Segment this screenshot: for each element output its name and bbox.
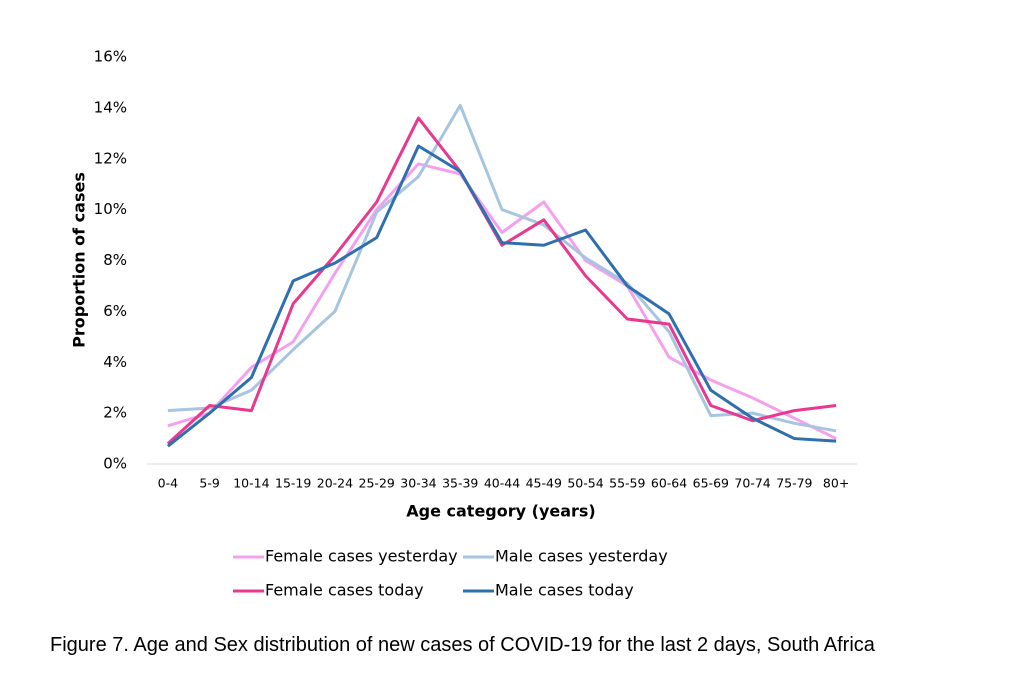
x-tick-label: 40-44 [484,476,520,491]
y-tick-label: 6% [103,302,127,320]
x-tick-label: 20-24 [317,476,353,491]
chart: Proportion of cases Age category (years)… [70,48,857,600]
x-tick-label: 50-54 [567,476,603,491]
y-axis-label: Proportion of cases [70,172,89,348]
caption: Figure 7. Age and Sex distribution of ne… [50,634,875,656]
x-tick-label: 35-39 [442,476,478,491]
x-tick-label: 60-64 [651,476,687,491]
series-line [167,103,837,433]
x-axis-label: Age category (years) [406,502,596,521]
series-line [166,144,837,448]
y-tick-label: 10% [94,200,127,218]
x-tick-label: 10-14 [233,476,269,491]
legend-label: Female cases yesterday [265,547,458,566]
legend-label: Male cases yesterday [495,547,668,566]
y-tick-label: 4% [103,353,127,371]
x-tick-label: 25-29 [359,476,395,491]
legend-label: Male cases today [495,581,634,600]
x-tick-label: 80+ [823,476,849,491]
x-tick-label: 70-74 [734,476,770,491]
series-line [166,116,837,445]
x-tick-label: 15-19 [275,476,311,491]
y-tick-label: 2% [103,404,127,422]
x-tick-label: 55-59 [609,476,645,491]
series-line [167,162,837,440]
x-tick-label: 5-9 [199,476,219,491]
y-tick-label: 8% [103,251,127,269]
legend-label: Female cases today [265,581,424,600]
x-tick-label: 0-4 [158,476,178,491]
x-tick-label: 45-49 [526,476,562,491]
x-tick-label: 75-79 [776,476,812,491]
y-tick-label: 16% [94,48,127,66]
x-tick-label: 30-34 [400,476,436,491]
x-tick-label: 65-69 [693,476,729,491]
y-tick-label: 0% [103,455,127,473]
y-tick-label: 14% [94,98,127,116]
y-tick-label: 12% [94,149,127,167]
